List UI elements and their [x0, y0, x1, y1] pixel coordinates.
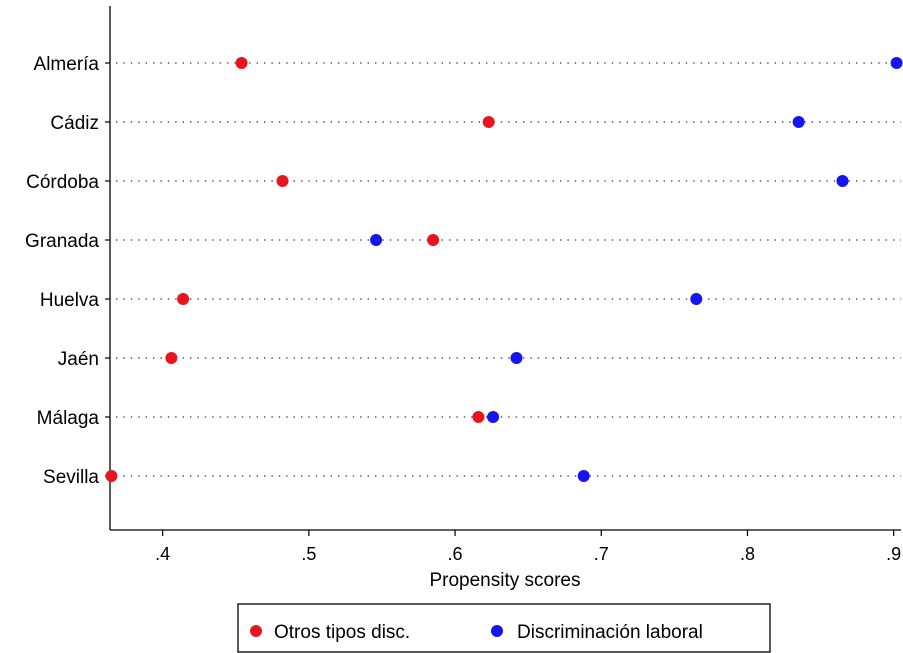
laboral-point	[836, 175, 849, 187]
legend: Otros tipos disc. Discriminación laboral	[237, 603, 771, 653]
category-label: Huelva	[40, 290, 100, 311]
laboral-point	[690, 293, 703, 305]
legend-label: Otros tipos disc.	[274, 622, 410, 643]
category-label: Málaga	[37, 408, 100, 429]
legend-label: Discriminación laboral	[517, 622, 703, 643]
laboral-point	[890, 57, 903, 69]
legend-box	[237, 603, 771, 653]
otros-point	[276, 175, 289, 187]
category-label: Almería	[34, 54, 100, 75]
laboral-point	[510, 352, 523, 364]
x-tick-label: .6	[448, 544, 463, 564]
category-label: Sevilla	[43, 467, 99, 488]
legend-marker	[491, 625, 503, 637]
otros-point	[472, 411, 485, 423]
laboral-point	[370, 234, 383, 246]
x-tick-label: .7	[594, 544, 609, 564]
otros-point	[482, 116, 495, 128]
legend-marker	[250, 625, 262, 637]
otros-point	[427, 234, 440, 246]
x-axis-title: Propensity scores	[429, 570, 580, 591]
otros-point	[165, 352, 178, 364]
category-label: Córdoba	[26, 172, 99, 193]
category-labels: Almería Cádiz Córdoba Granada Huelva Jaén Mála…	[25, 54, 99, 488]
category-label: Granada	[25, 231, 99, 252]
x-tick-label: .8	[740, 544, 755, 564]
laboral-point	[487, 411, 500, 423]
grid-lines	[105, 62, 901, 477]
laboral-point	[577, 470, 590, 482]
x-ticks: .4 .5 .6 .7 .8 .9	[155, 530, 901, 564]
x-tick-label: .9	[886, 544, 901, 564]
otros-point	[235, 57, 248, 69]
laboral-point	[792, 116, 805, 128]
data-points	[105, 57, 903, 482]
x-tick-label: .4	[155, 544, 170, 564]
category-label: Jaén	[58, 349, 99, 370]
x-tick-label: .5	[301, 544, 316, 564]
otros-point	[105, 470, 118, 482]
otros-point	[177, 293, 190, 305]
category-label: Cádiz	[50, 113, 99, 134]
